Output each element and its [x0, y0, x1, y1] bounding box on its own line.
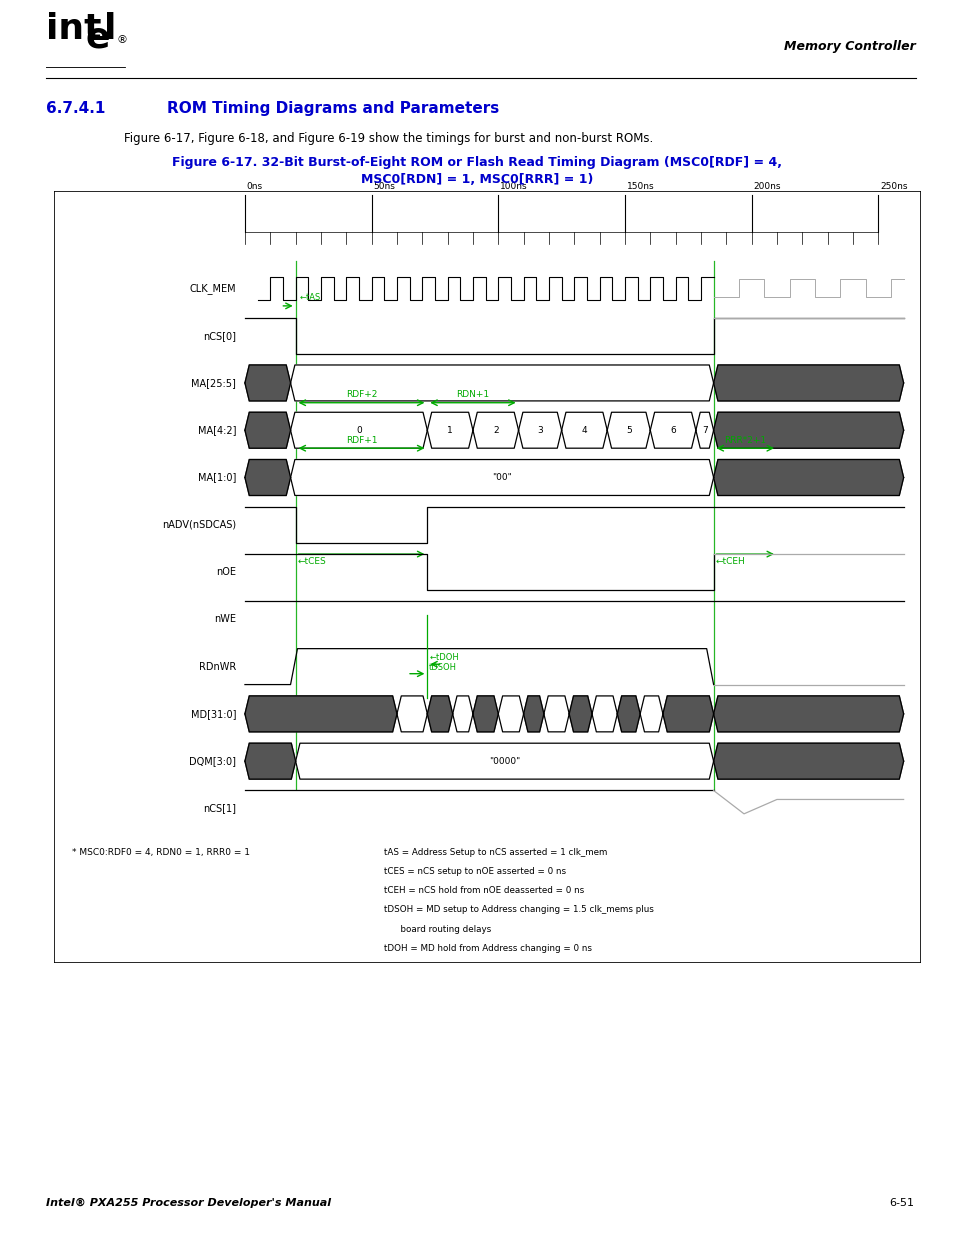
Text: "00": "00" [492, 473, 512, 482]
Text: RRR*2+1: RRR*2+1 [723, 436, 765, 445]
Text: "0000": "0000" [489, 757, 519, 766]
Text: 0ns: 0ns [247, 183, 262, 191]
Text: MA[25:5]: MA[25:5] [192, 378, 236, 388]
Polygon shape [245, 366, 291, 401]
Text: 200ns: 200ns [753, 183, 780, 191]
Polygon shape [523, 697, 543, 732]
Text: tDSOH: tDSOH [429, 663, 456, 672]
Text: 150ns: 150ns [626, 183, 654, 191]
Text: 7: 7 [701, 426, 707, 435]
Text: Memory Controller: Memory Controller [783, 40, 915, 53]
Text: 6.7.4.1: 6.7.4.1 [46, 101, 105, 116]
Polygon shape [617, 697, 639, 732]
Text: 6: 6 [670, 426, 676, 435]
Text: DQM[3:0]: DQM[3:0] [189, 756, 236, 766]
Text: 1: 1 [447, 426, 453, 435]
Text: ←tCES: ←tCES [297, 557, 326, 566]
Text: Figure 6-17, Figure 6-18, and Figure 6-19 show the timings for burst and non-bur: Figure 6-17, Figure 6-18, and Figure 6-1… [124, 132, 653, 146]
Polygon shape [453, 697, 473, 732]
Text: tAS = Address Setup to nCS asserted = 1 clk_mem: tAS = Address Setup to nCS asserted = 1 … [383, 847, 606, 857]
Polygon shape [713, 366, 902, 401]
Text: MD[31:0]: MD[31:0] [191, 709, 236, 719]
Text: ®: ® [116, 36, 128, 46]
Polygon shape [713, 743, 902, 779]
Text: * MSC0:RDF0 = 4, RDN0 = 1, RRR0 = 1: * MSC0:RDF0 = 4, RDN0 = 1, RRR0 = 1 [71, 847, 250, 857]
Polygon shape [569, 697, 592, 732]
Polygon shape [473, 697, 497, 732]
Polygon shape [561, 412, 606, 448]
Text: RDnWR: RDnWR [199, 662, 236, 672]
Text: tDSOH = MD setup to Address changing = 1.5 clk_mems plus: tDSOH = MD setup to Address changing = 1… [383, 905, 653, 914]
Text: 2: 2 [493, 426, 498, 435]
Text: 3: 3 [537, 426, 542, 435]
Polygon shape [695, 412, 713, 448]
Text: MSC0[RDN] = 1, MSC0[RRR] = 1): MSC0[RDN] = 1, MSC0[RRR] = 1) [360, 173, 593, 186]
Polygon shape [245, 412, 291, 448]
Polygon shape [650, 412, 695, 448]
Text: nOE: nOE [216, 567, 236, 577]
Text: RDN+1: RDN+1 [456, 390, 489, 399]
Polygon shape [473, 412, 518, 448]
Polygon shape [543, 697, 569, 732]
Text: tCES = nCS setup to nOE asserted = 0 ns: tCES = nCS setup to nOE asserted = 0 ns [383, 867, 565, 876]
Text: nWE: nWE [214, 614, 236, 625]
Polygon shape [427, 412, 473, 448]
Text: e: e [86, 21, 110, 54]
Polygon shape [713, 459, 902, 495]
Text: 5: 5 [625, 426, 631, 435]
Polygon shape [662, 697, 713, 732]
Polygon shape [396, 697, 427, 732]
Polygon shape [295, 743, 713, 779]
Polygon shape [291, 366, 713, 401]
Text: ROM Timing Diagrams and Parameters: ROM Timing Diagrams and Parameters [167, 101, 498, 116]
Polygon shape [245, 743, 295, 779]
Text: CLK_MEM: CLK_MEM [190, 283, 236, 294]
Text: 250ns: 250ns [879, 183, 906, 191]
Text: int: int [46, 11, 101, 46]
Polygon shape [592, 697, 617, 732]
Polygon shape [245, 697, 396, 732]
Text: 0: 0 [355, 426, 361, 435]
Text: MA[1:0]: MA[1:0] [197, 473, 236, 483]
Text: 4: 4 [581, 426, 587, 435]
Text: nCS[1]: nCS[1] [203, 804, 236, 814]
Text: RDF+1: RDF+1 [345, 436, 376, 445]
Text: ←tAS: ←tAS [299, 293, 321, 303]
Text: ←tCEH: ←tCEH [715, 557, 744, 566]
Text: MA[4:2]: MA[4:2] [197, 425, 236, 435]
Text: 6-51: 6-51 [888, 1198, 913, 1208]
Polygon shape [639, 697, 662, 732]
Text: RDF+2: RDF+2 [345, 390, 376, 399]
Text: 50ns: 50ns [373, 183, 395, 191]
Text: Intel® PXA255 Processor Developer's Manual: Intel® PXA255 Processor Developer's Manu… [46, 1198, 331, 1208]
Polygon shape [291, 459, 713, 495]
Text: ←tDOH: ←tDOH [430, 653, 459, 662]
Text: l: l [104, 11, 116, 46]
Text: board routing delays: board routing delays [383, 925, 490, 934]
Text: nADV(nSDCAS): nADV(nSDCAS) [162, 520, 236, 530]
Text: Figure 6-17. 32-Bit Burst-of-Eight ROM or Flash Read Timing Diagram (MSC0[RDF] =: Figure 6-17. 32-Bit Burst-of-Eight ROM o… [172, 156, 781, 169]
Polygon shape [606, 412, 650, 448]
Polygon shape [497, 697, 523, 732]
Text: nCS[0]: nCS[0] [203, 331, 236, 341]
Text: tCEH = nCS hold from nOE deasserted = 0 ns: tCEH = nCS hold from nOE deasserted = 0 … [383, 887, 583, 895]
Text: 100ns: 100ns [499, 183, 527, 191]
Polygon shape [713, 697, 902, 732]
Polygon shape [245, 459, 291, 495]
Polygon shape [518, 412, 561, 448]
Polygon shape [713, 412, 902, 448]
Text: tDOH = MD hold from Address changing = 0 ns: tDOH = MD hold from Address changing = 0… [383, 944, 591, 953]
Polygon shape [291, 412, 427, 448]
Polygon shape [427, 697, 453, 732]
